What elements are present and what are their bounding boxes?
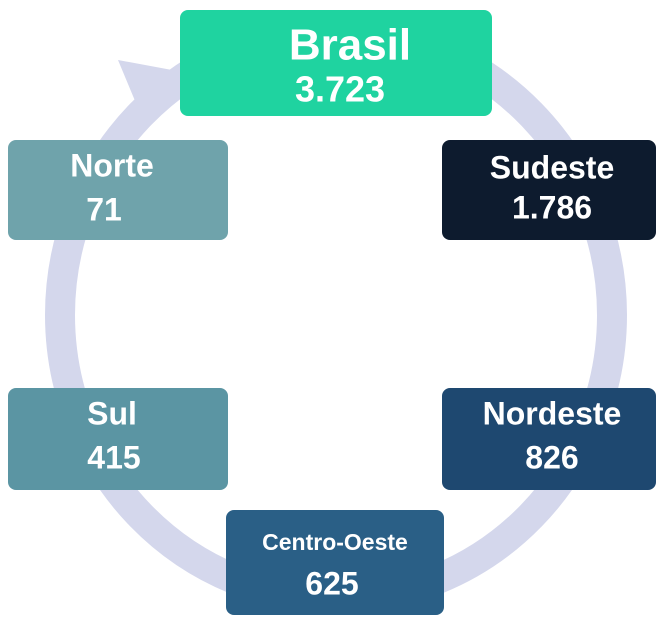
node-box [8,388,228,490]
node-value: 1.786 [512,189,592,225]
node-box [226,510,444,615]
cycle-arrowhead [118,60,172,108]
node-label: Centro-Oeste [262,529,408,555]
node-label: Sudeste [490,149,614,185]
node-value: 71 [86,191,122,227]
node-label: Brasil [289,21,411,70]
node-label: Sul [87,395,137,431]
node-value: 415 [87,439,140,475]
node-value: 826 [525,439,578,475]
node-value: 625 [305,565,358,601]
node-box [442,140,656,240]
node-box [180,10,492,116]
node-label: Norte [70,147,154,183]
node-label: Nordeste [483,395,622,431]
node-box [442,388,656,490]
node-box [8,140,228,240]
node-value: 3.723 [295,69,385,110]
